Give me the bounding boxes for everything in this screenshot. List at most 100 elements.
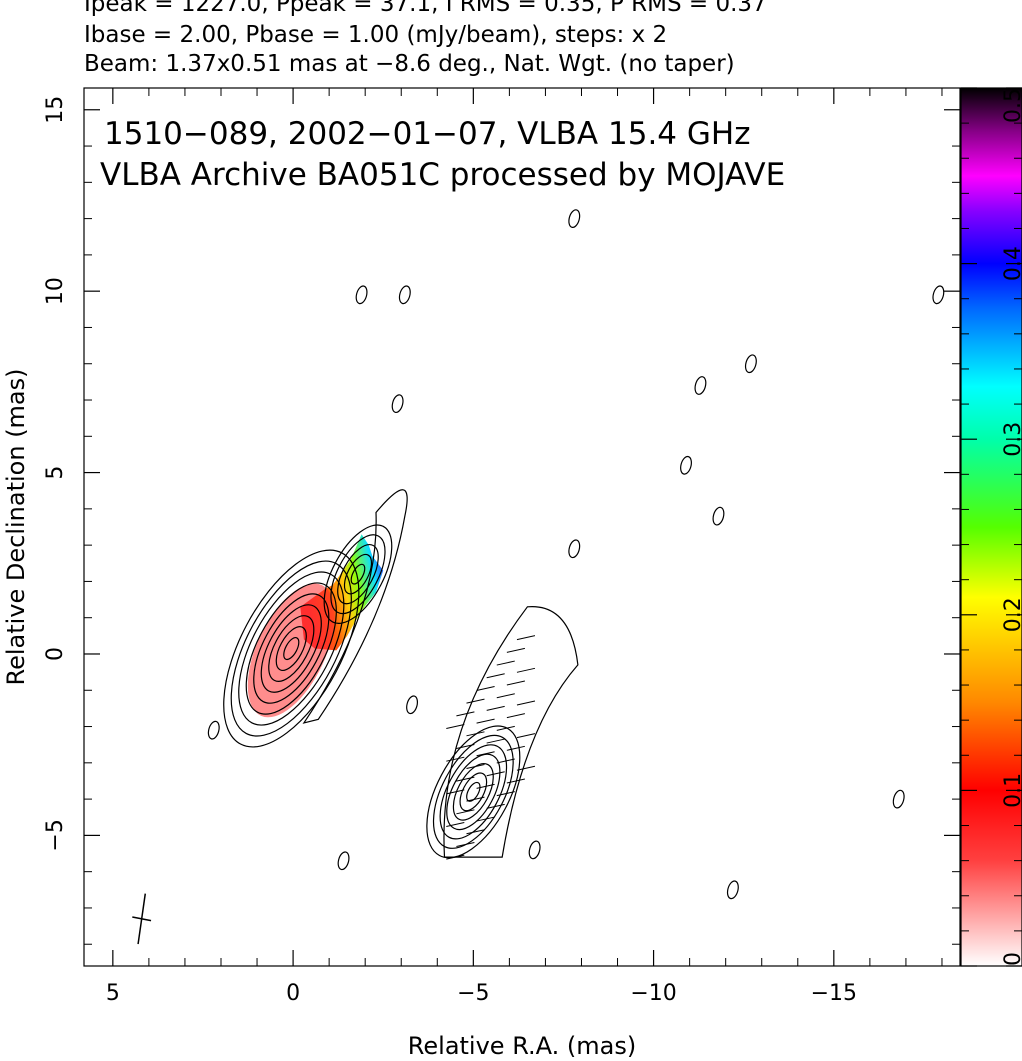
outer-contour: [443, 606, 579, 858]
polarization-vector: [466, 829, 485, 835]
chart-title-line-1: 1510−089, 2002−01−07, VLBA 15.4 GHz: [104, 116, 750, 152]
noise-contour: [528, 840, 541, 860]
chart-title-line-2: VLBA Archive BA051C processed by MOJAVE: [100, 157, 785, 193]
polarization-vector: [456, 841, 475, 847]
x-tick-label: −10: [630, 981, 676, 1006]
colorbar-tick-label: 0.4: [1001, 246, 1022, 281]
polarization-vector: [486, 803, 505, 809]
y-tick-label: 5: [43, 466, 68, 480]
noise-contour: [355, 285, 368, 305]
polarization-vector: [506, 778, 525, 784]
polarization-vector: [466, 731, 485, 737]
polarization-vector: [446, 756, 465, 762]
x-tick-label: 5: [106, 981, 120, 1006]
header-line-3: Beam: 1.37x0.51 mas at −8.6 deg., Nat. W…: [84, 51, 735, 77]
y-tick-label: 10: [43, 277, 68, 305]
polarization-vector: [496, 693, 515, 699]
polarization-vector: [506, 680, 525, 686]
polarization-vector: [506, 713, 525, 719]
polarization-vector: [506, 647, 525, 653]
x-tick-label: −15: [811, 981, 857, 1006]
noise-contour: [932, 285, 945, 305]
header-line-2: Ibase = 2.00, Pbase = 1.00 (mJy/beam), s…: [84, 22, 668, 48]
polarization-vector: [516, 733, 536, 739]
noise-contour: [892, 789, 905, 809]
polarization-vector: [446, 724, 465, 730]
contour-level: [253, 593, 330, 704]
noise-contour: [712, 506, 725, 526]
contour-level: [446, 753, 501, 831]
polarization-vector: [476, 816, 495, 822]
beam-minor-axis: [132, 916, 152, 922]
polarization-vector: [456, 711, 475, 717]
noise-contour: [568, 209, 581, 229]
x-tick-label: 0: [286, 981, 300, 1006]
noise-contour: [680, 455, 692, 475]
contour-level: [230, 560, 352, 737]
polarization-vector: [456, 744, 475, 749]
polarization-vector: [496, 791, 515, 797]
polarization-vector: [456, 809, 475, 815]
polarization-vector: [446, 854, 465, 860]
contour-level: [439, 744, 508, 840]
polarization-vector: [456, 776, 475, 782]
y-tick-label: −5: [43, 819, 68, 851]
noise-contour: [726, 880, 739, 900]
contour-level: [452, 763, 494, 821]
polarization-vector: [466, 796, 485, 802]
contour-level: [223, 549, 360, 748]
contour-level: [268, 615, 315, 682]
image-layer: [132, 209, 945, 945]
polarization-vector: [446, 822, 465, 827]
x-axis-label: Relative R.A. (mas): [408, 1032, 636, 1060]
noise-contour: [207, 720, 220, 740]
contour-level: [275, 626, 307, 672]
polarization-vector: [486, 673, 505, 679]
colorbar-tick-label: 0.1: [1001, 773, 1022, 808]
noise-contour: [391, 394, 404, 414]
noise-contour: [398, 285, 411, 305]
noise-contour: [568, 539, 581, 559]
colorbar-ticks: 0 0.1 0.2 0.3 0.4 0.5: [961, 87, 1022, 967]
contour-level: [260, 604, 322, 693]
noise-contour: [406, 695, 419, 715]
polarization-vector: [516, 765, 536, 771]
contour-level: [245, 582, 337, 715]
polarization-vector: [466, 698, 485, 704]
colorbar-tick-label: 0: [1001, 952, 1022, 966]
colorbar-tick-label: 0.2: [1001, 597, 1022, 632]
colorbar-tick-label: 0.5: [1001, 88, 1022, 123]
polarization-vector: [496, 758, 515, 764]
x-tick-label: −5: [457, 981, 489, 1006]
noise-contour: [744, 354, 757, 374]
contour-level: [337, 544, 379, 605]
contour-level: [283, 637, 300, 661]
contour-level: [343, 553, 373, 595]
polarization-vector: [446, 789, 465, 795]
axes: 5 0 −5 −10 −15 −5 0 5 10 15: [43, 88, 960, 1006]
contour-level: [350, 563, 366, 585]
polarization-vector: [506, 745, 525, 751]
polarization-vector: [496, 660, 515, 666]
polarization-core: [247, 583, 335, 718]
y-axis-label: Relative Declination (mas): [2, 368, 30, 685]
contour-level: [323, 524, 393, 624]
polarization-vector: [516, 635, 536, 641]
colorbar: [960, 87, 1022, 967]
contour-level: [426, 725, 521, 859]
polarization-vector: [466, 763, 485, 769]
plot-frame: [83, 87, 961, 967]
noise-contour: [694, 376, 707, 395]
outer-contour: [302, 489, 408, 724]
polarization-vector: [476, 783, 495, 789]
colorbar-tick-label: 0.3: [1001, 422, 1022, 457]
polarization-vector: [476, 751, 495, 757]
polarization-vector: [486, 738, 505, 744]
polarization-vector: [516, 700, 536, 706]
polarization-vector: [516, 667, 536, 673]
polarization-vector: [476, 718, 495, 724]
polarization-vector: [486, 771, 505, 777]
polarization-vector: [496, 725, 515, 731]
contour-level: [330, 534, 386, 615]
